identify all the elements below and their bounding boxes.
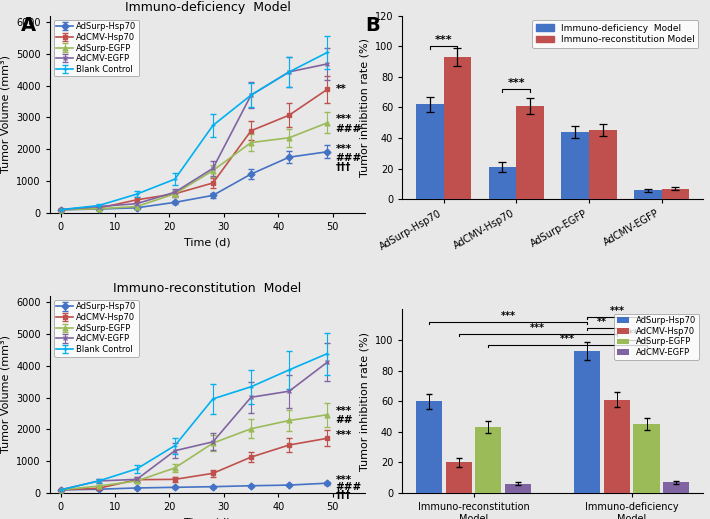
Title: Immuno-reconstitution  Model: Immuno-reconstitution Model [114, 282, 302, 295]
Bar [475, 427, 501, 493]
Text: ***: *** [335, 144, 351, 154]
Text: ***: *** [335, 430, 351, 440]
Text: A: A [21, 16, 36, 35]
Bar [416, 104, 444, 199]
Title: Immuno-deficiency  Model: Immuno-deficiency Model [124, 2, 290, 15]
Legend: AdSurp-Hsp70, AdCMV-Hsp70, AdSurp-EGFP, AdCMV-EGFP, Blank Control: AdSurp-Hsp70, AdCMV-Hsp70, AdSurp-EGFP, … [54, 300, 139, 357]
Text: ***: *** [624, 329, 639, 339]
Bar [516, 106, 544, 199]
Text: ***: *** [501, 311, 515, 321]
Bar [416, 401, 442, 493]
Bar [574, 351, 600, 493]
Y-axis label: Tumor inhibition rate (%): Tumor inhibition rate (%) [359, 38, 369, 177]
Text: ***: *** [435, 35, 452, 46]
Bar [446, 462, 471, 493]
Text: †††: ††† [335, 490, 351, 500]
Y-axis label: Tumor Volume (mm³): Tumor Volume (mm³) [1, 55, 11, 173]
X-axis label: Time (d): Time (d) [184, 238, 231, 248]
Text: ***: *** [335, 114, 351, 124]
Text: ***: *** [508, 78, 525, 88]
Text: ***: *** [560, 334, 575, 344]
Text: ###: ### [335, 154, 361, 163]
Y-axis label: Tumor Volume (mm³): Tumor Volume (mm³) [1, 335, 11, 454]
Bar [604, 400, 630, 493]
Bar [505, 484, 531, 493]
Legend: AdSurp-Hsp70, AdCMV-Hsp70, AdSurp-EGFP, AdCMV-EGFP, Blank Control: AdSurp-Hsp70, AdCMV-Hsp70, AdSurp-EGFP, … [54, 20, 139, 76]
Text: ***: *** [335, 475, 351, 485]
Text: B: B [366, 16, 381, 35]
Bar [444, 57, 471, 199]
Text: ***: *** [335, 406, 351, 416]
Bar [589, 130, 616, 199]
Y-axis label: Tumor inhibition rate (%): Tumor inhibition rate (%) [359, 332, 369, 471]
Text: ***: *** [609, 306, 624, 316]
Bar [662, 188, 689, 199]
Bar [562, 132, 589, 199]
Text: ###: ### [335, 124, 361, 134]
X-axis label: Time (d): Time (d) [184, 517, 231, 519]
Text: ##: ## [335, 416, 353, 426]
Text: ***: *** [530, 323, 545, 333]
Text: **: ** [597, 317, 607, 327]
Legend: AdSurp-Hsp70, AdCMV-Hsp70, AdSurp-EGFP, AdCMV-EGFP: AdSurp-Hsp70, AdCMV-Hsp70, AdSurp-EGFP, … [614, 313, 699, 360]
Legend: Immuno-deficiency  Model, Immuno-reconstitution Model: Immuno-deficiency Model, Immuno-reconsti… [532, 20, 699, 48]
Text: **: ** [335, 85, 346, 94]
Bar [634, 190, 662, 199]
Text: †††: ††† [335, 162, 351, 172]
Bar [633, 424, 660, 493]
Text: ###: ### [335, 482, 361, 493]
Bar [663, 482, 689, 493]
Bar [488, 167, 516, 199]
